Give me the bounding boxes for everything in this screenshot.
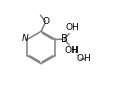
Text: H: H — [71, 46, 77, 55]
Text: O: O — [77, 54, 84, 63]
Text: B: B — [61, 34, 68, 44]
Text: OH: OH — [65, 23, 79, 32]
Text: OH: OH — [65, 46, 79, 55]
Text: O: O — [42, 17, 49, 26]
Text: H: H — [83, 54, 89, 63]
Text: N: N — [22, 34, 29, 43]
